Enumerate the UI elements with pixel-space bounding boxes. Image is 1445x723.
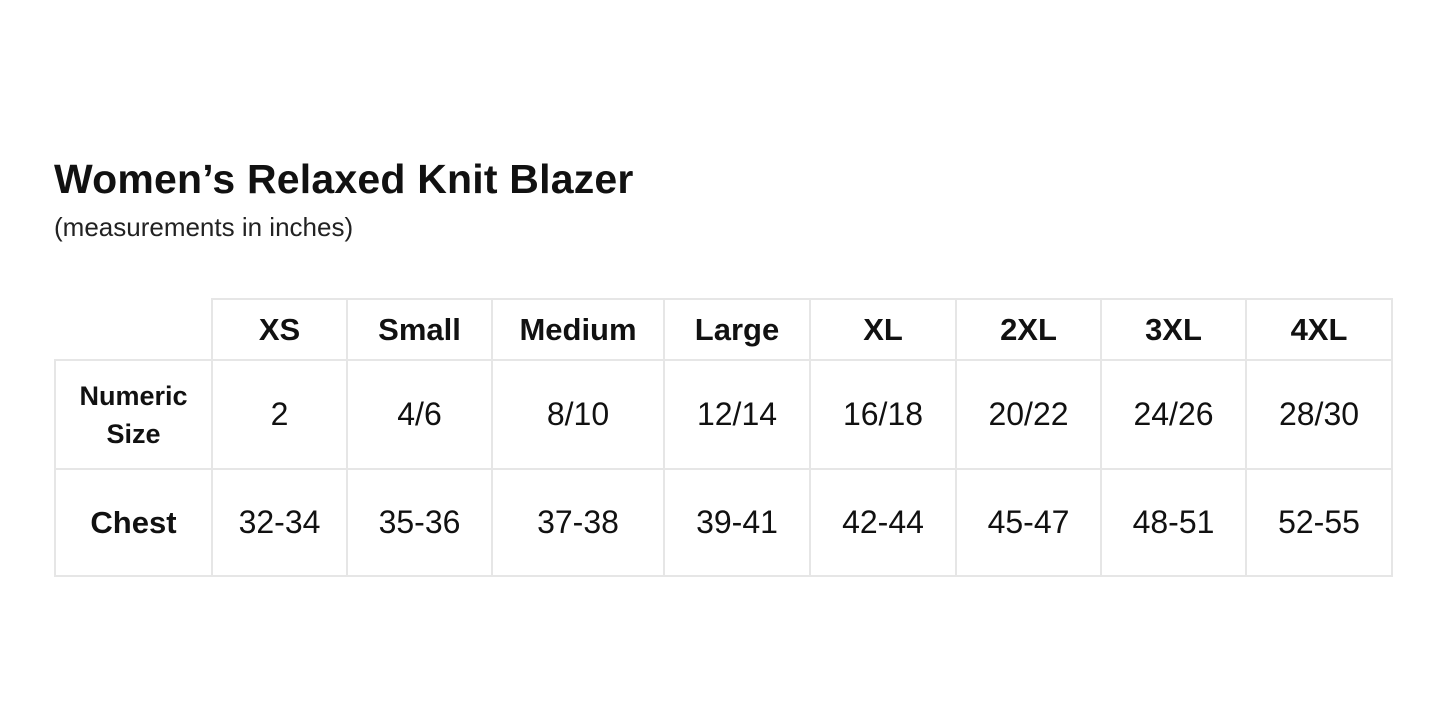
table-cell: 20/22 [955,359,1102,470]
page-subtitle: (measurements in inches) [54,212,354,242]
table-cell: 16/18 [809,359,957,470]
table-cell: 37-38 [491,468,665,577]
header-cell: 3XL [1100,298,1247,361]
table-cell: 28/30 [1245,359,1393,470]
header-cell: 4XL [1245,298,1393,361]
table-cell: 48-51 [1100,468,1247,577]
header-cell: XS [211,298,348,361]
table-cell: 2 [211,359,348,470]
header-cell: Large [663,298,811,361]
table-cell: 8/10 [491,359,665,470]
table-cell: 32-34 [211,468,348,577]
size-chart-table: XS Small Medium Large XL 2XL 3XL 4XL Num… [54,298,1393,577]
header-cell: Medium [491,298,665,361]
row-label-line: Numeric [79,380,188,411]
row-label: Numeric Size [54,359,213,470]
table-cell: 45-47 [955,468,1102,577]
table-cell: 4/6 [346,359,493,470]
table-row: Chest 32-34 35-36 37-38 39-41 42-44 45-4… [54,468,1393,577]
header-cell: Small [346,298,493,361]
header-cell: 2XL [955,298,1102,361]
table-cell: 12/14 [663,359,811,470]
table-cell: 39-41 [663,468,811,577]
row-label: Chest [54,468,213,577]
table-row: Numeric Size 2 4/6 8/10 12/14 16/18 20/22… [54,359,1393,470]
table-cell: 24/26 [1100,359,1247,470]
row-label-line: Size [106,418,161,449]
corner-cell [55,299,213,361]
table-cell: 35-36 [346,468,493,577]
header-cell: XL [809,298,957,361]
header-row: XS Small Medium Large XL 2XL 3XL 4XL [55,298,1393,361]
page-title: Women’s Relaxed Knit Blazer [54,156,634,202]
table-cell: 52-55 [1245,468,1393,577]
table-cell: 42-44 [809,468,957,577]
